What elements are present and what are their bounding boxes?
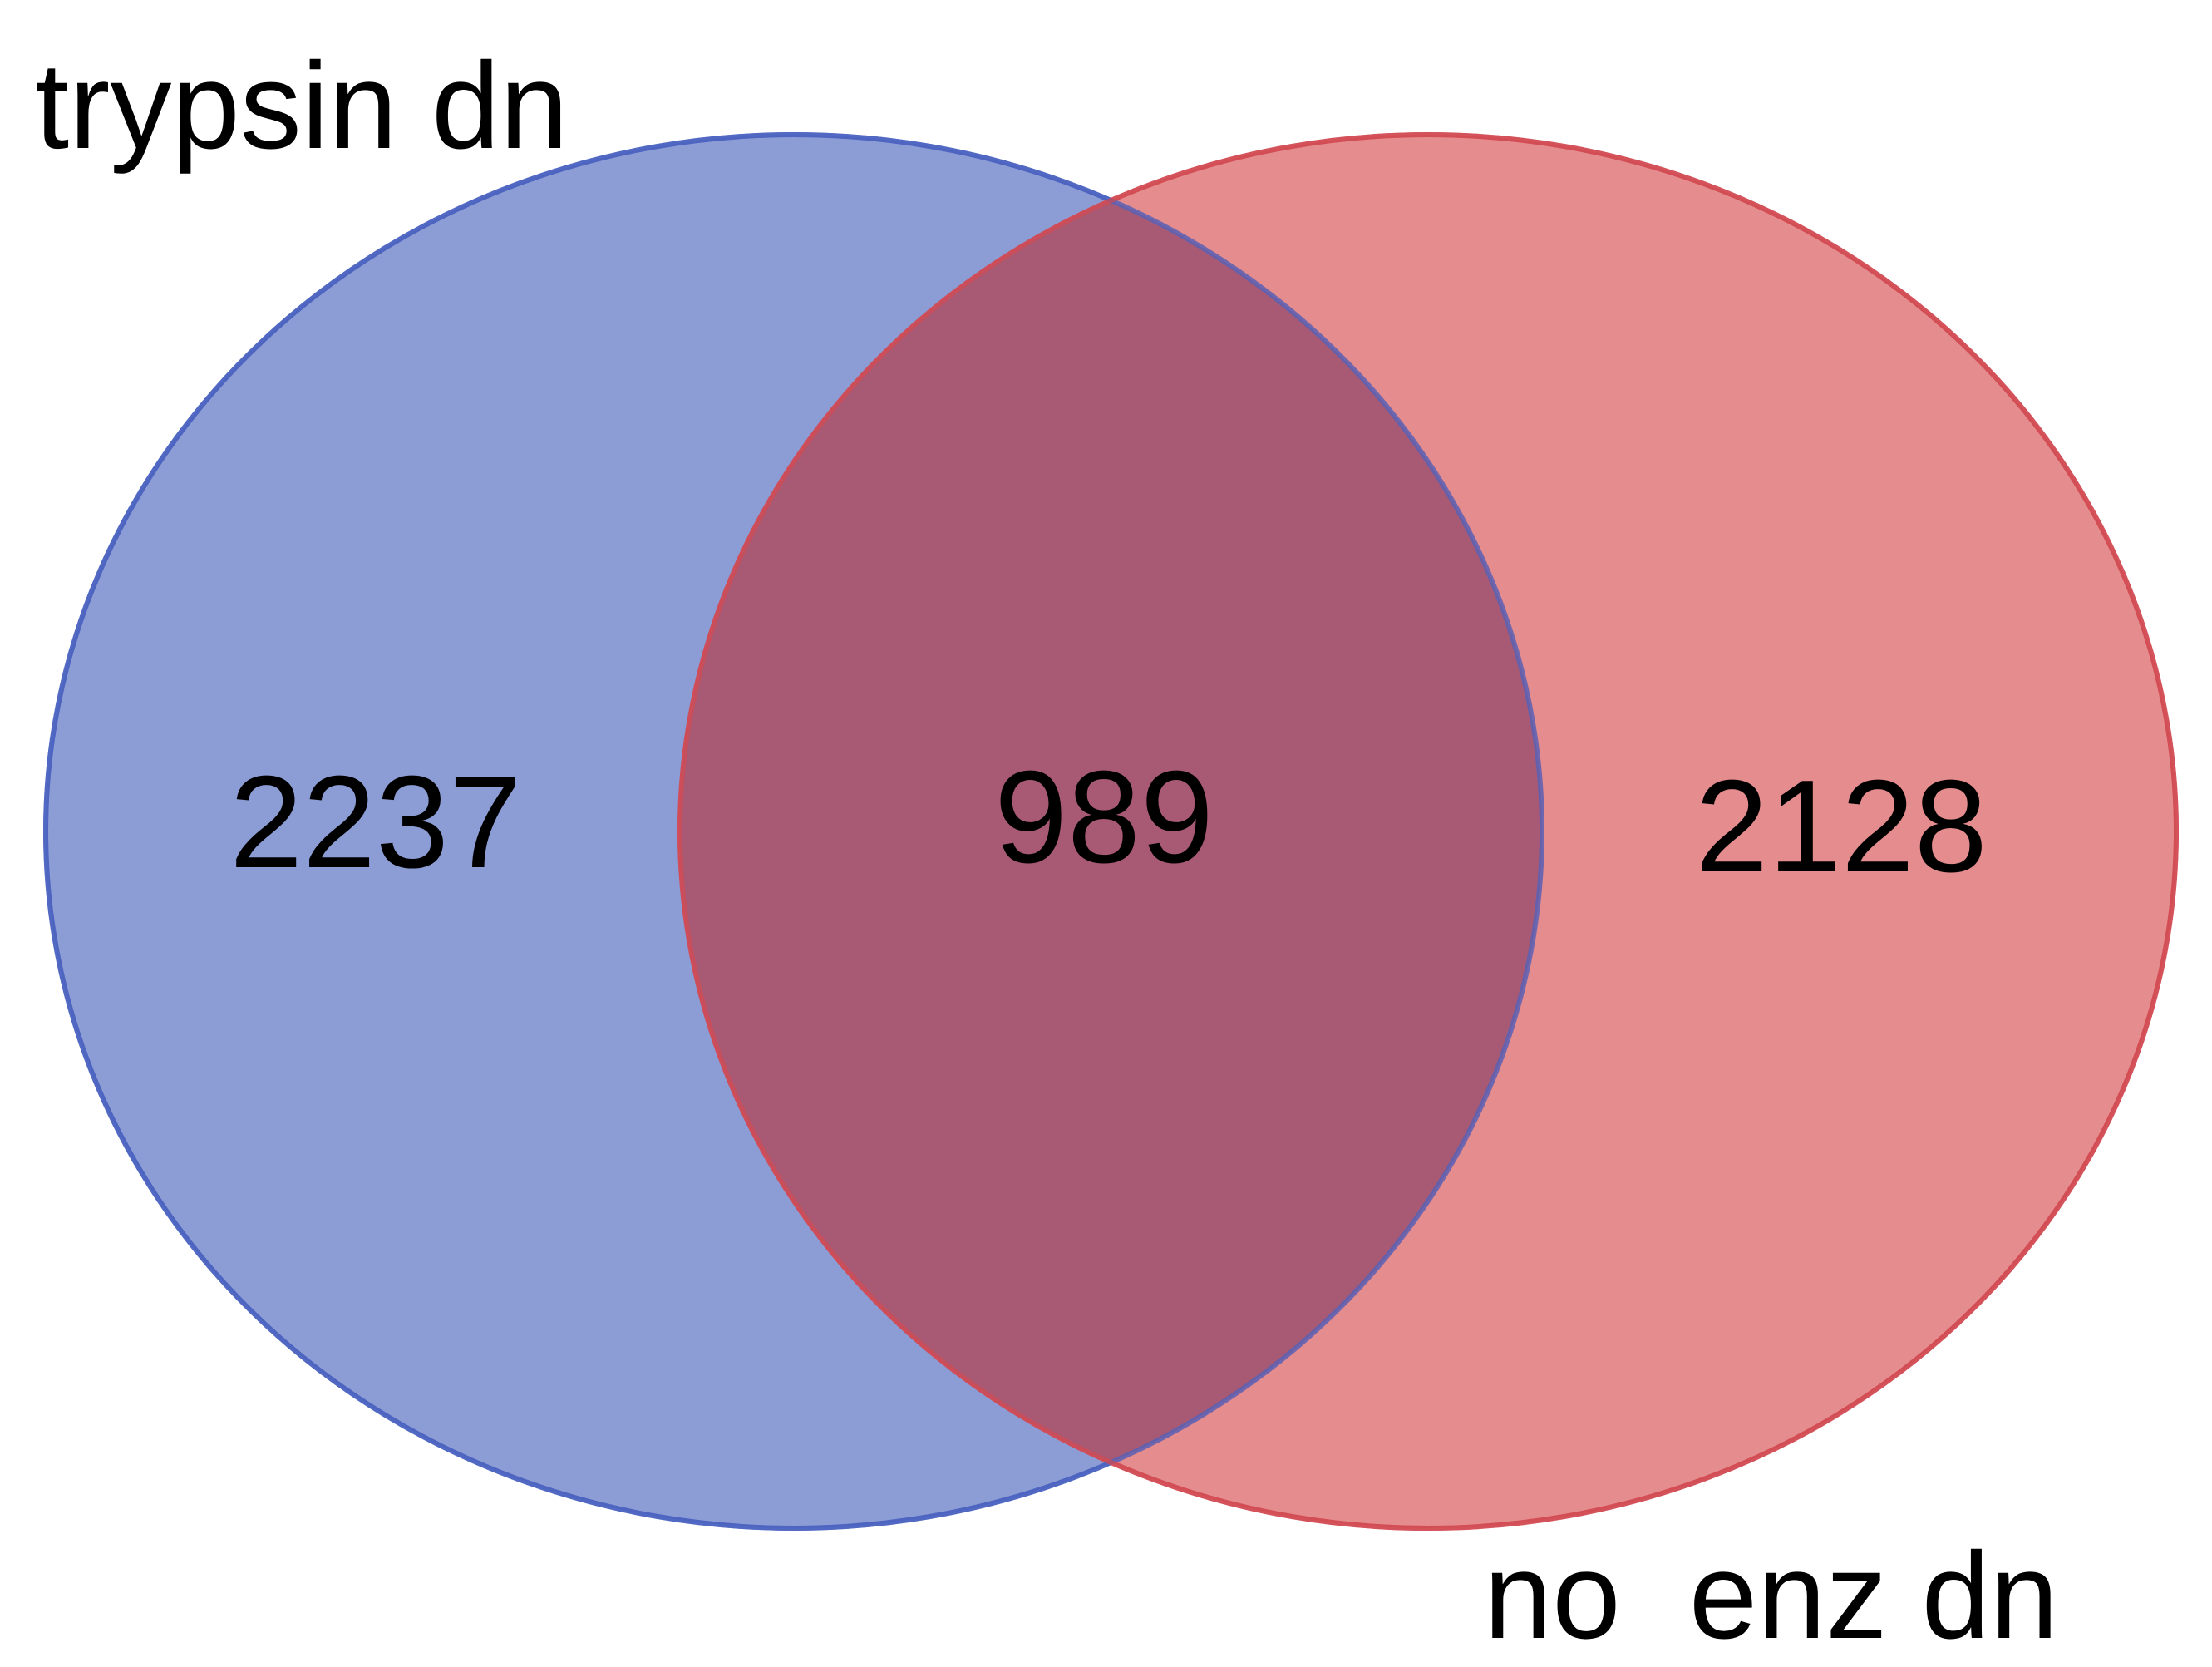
set-a-label: trypsin dn	[35, 37, 569, 175]
region-only-b-count: 2128	[1695, 753, 1988, 900]
set-b-label: no enz dn	[1484, 1527, 2058, 1665]
region-intersection-count: 989	[994, 744, 1214, 890]
intersection-region	[680, 135, 1542, 1528]
set-b-outline	[677, 132, 2179, 1531]
set-a-outline	[43, 132, 1544, 1531]
region-only-a-count: 2237	[229, 749, 522, 895]
